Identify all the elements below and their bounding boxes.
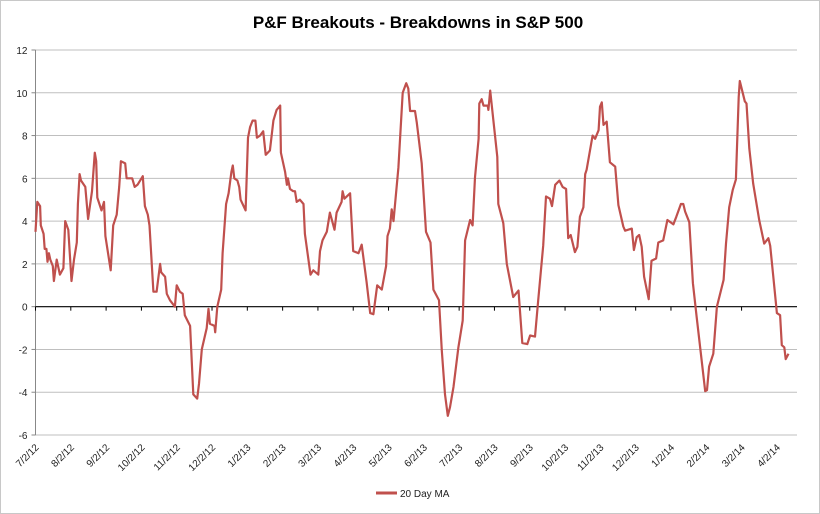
y-tick-label: -6	[19, 431, 28, 442]
x-tick-label: 2/2/13	[261, 442, 289, 470]
y-tick-label: 0	[22, 303, 28, 314]
x-tick-label: 1/2/13	[226, 442, 254, 470]
x-tick-label: 11/2/13	[576, 442, 607, 473]
x-tick-label: 12/2/12	[187, 442, 219, 474]
x-tick-label: 4/2/13	[332, 442, 360, 470]
series-line-20-day-ma	[34, 79, 790, 417]
x-tick-label: 6/2/13	[403, 442, 431, 470]
x-tick-label: 7/2/13	[438, 442, 466, 470]
y-tick-label: -2	[19, 345, 28, 356]
x-tick-label: 9/2/12	[85, 442, 113, 470]
x-tick-label: 5/2/13	[367, 442, 395, 470]
y-tick-label: 4	[22, 217, 28, 228]
y-tick-label: 10	[16, 89, 28, 100]
x-tick-label: 9/2/13	[508, 442, 536, 470]
y-tick-label: 8	[22, 132, 28, 143]
y-tick-label: 6	[22, 174, 28, 185]
x-tick-label: 3/2/14	[720, 442, 748, 470]
x-tick-label: 8/2/12	[49, 442, 77, 470]
y-axis: -6 -4 -2 0 2 4 6 8 10 12	[16, 46, 36, 442]
y-tick-label: -4	[19, 388, 28, 399]
legend-label: 20 Day MA	[400, 489, 450, 500]
x-tick-label: 1/2/14	[650, 442, 678, 470]
chart-title: P&F Breakouts - Breakdowns in S&P 500	[253, 13, 583, 32]
x-tick-label: 12/2/13	[610, 442, 642, 474]
y-tick-label: 12	[16, 46, 28, 57]
x-axis: 7/2/12 8/2/12 9/2/12 10/2/12 11/2/12 12/2/12 1…	[14, 306, 797, 474]
x-tick-label: 3/2/13	[297, 442, 325, 470]
x-tick-label: 2/2/14	[685, 442, 713, 470]
y-tick-label: 2	[22, 260, 28, 271]
x-tick-label: 4/2/14	[756, 442, 784, 470]
x-tick-label: 8/2/13	[473, 442, 501, 470]
legend: 20 Day MA	[376, 489, 450, 500]
x-tick-label: 10/2/12	[116, 442, 148, 474]
x-tick-label: 7/2/12	[14, 442, 42, 470]
x-tick-label: 10/2/13	[540, 442, 572, 474]
series-layer	[34, 79, 790, 417]
x-tick-label: 11/2/12	[152, 442, 183, 473]
